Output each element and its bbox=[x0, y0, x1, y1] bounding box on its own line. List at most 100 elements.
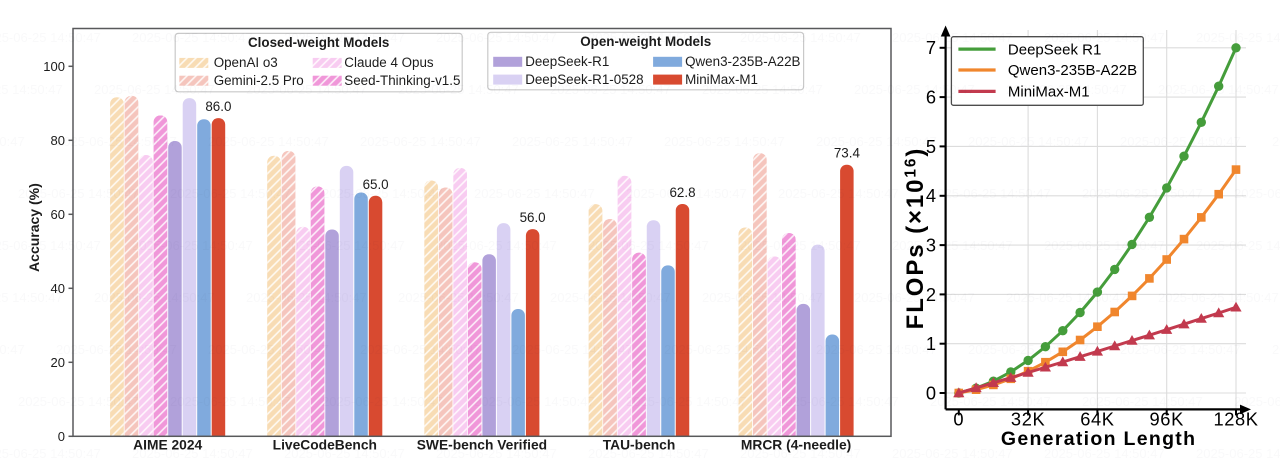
svg-text:2025-06-25 14:50:47: 2025-06-25 14:50:47 bbox=[1044, 446, 1165, 461]
svg-text:2: 2 bbox=[926, 284, 936, 305]
svg-text:SWE-bench Verified: SWE-bench Verified bbox=[417, 438, 547, 453]
svg-text:2025-06-25 14:50:47: 2025-06-25 14:50:47 bbox=[56, 342, 177, 357]
svg-text:Generation Length: Generation Length bbox=[1001, 428, 1196, 450]
svg-text:2025-06-25 14:50:47: 2025-06-25 14:50:47 bbox=[1120, 342, 1241, 357]
svg-text:Seed-Thinking-v1.5: Seed-Thinking-v1.5 bbox=[344, 73, 460, 88]
svg-text:65.0: 65.0 bbox=[363, 177, 389, 192]
svg-text:Open-weight Models: Open-weight Models bbox=[580, 34, 711, 49]
svg-text:128K: 128K bbox=[1213, 409, 1258, 430]
svg-text:7: 7 bbox=[926, 37, 936, 58]
svg-text:2025-06-25 14:50:47: 2025-06-25 14:50:47 bbox=[740, 238, 861, 253]
svg-text:2025-06-25 14:50:47: 2025-06-25 14:50:47 bbox=[208, 134, 329, 149]
svg-text:56.0: 56.0 bbox=[520, 210, 546, 225]
svg-text:Closed-weight Models: Closed-weight Models bbox=[248, 35, 389, 50]
svg-text:2025-06-25 14:50:47: 2025-06-25 14:50:47 bbox=[0, 30, 101, 45]
svg-text:2025-06-25 14:50:47: 2025-06-25 14:50:47 bbox=[1158, 82, 1279, 97]
svg-text:Qwen3-235B-A22B: Qwen3-235B-A22B bbox=[1008, 62, 1137, 79]
svg-text:TAU-bench: TAU-bench bbox=[603, 438, 676, 453]
svg-text:2025-06-25 14:50:47: 2025-06-25 14:50:47 bbox=[930, 186, 1051, 201]
svg-text:2025-06-25 14:50:47: 2025-06-25 14:50:47 bbox=[512, 134, 633, 149]
svg-text:2025-06-25 14:50:47: 2025-06-25 14:50:47 bbox=[1006, 82, 1127, 97]
svg-text:100: 100 bbox=[43, 59, 65, 74]
svg-text:2025-06-25 14:50:47: 2025-06-25 14:50:47 bbox=[360, 342, 481, 357]
svg-text:96K: 96K bbox=[1150, 409, 1184, 430]
svg-text:2025-06-25 14:50:47: 2025-06-25 14:50:47 bbox=[1006, 290, 1127, 305]
svg-text:0: 0 bbox=[58, 429, 65, 444]
svg-text:2025-06-25 14:50:47: 2025-06-25 14:50:47 bbox=[132, 30, 253, 45]
svg-text:DeepSeek-R1-0528: DeepSeek-R1-0528 bbox=[525, 72, 643, 87]
svg-text:0: 0 bbox=[926, 382, 936, 403]
svg-text:2025-06-25 14:50:47: 2025-06-25 14:50:47 bbox=[588, 30, 709, 45]
svg-text:2025-06-25 14:50:47: 2025-06-25 14:50:47 bbox=[398, 82, 519, 97]
svg-text:MiniMax-M1: MiniMax-M1 bbox=[1008, 84, 1090, 101]
svg-text:62.8: 62.8 bbox=[669, 185, 695, 200]
svg-text:2025-06-25 14:50:47: 2025-06-25 14:50:47 bbox=[132, 446, 253, 461]
svg-text:2025-06-25 14:50:47: 2025-06-25 14:50:47 bbox=[1196, 446, 1280, 461]
svg-text:2025-06-25 14:50:47: 2025-06-25 14:50:47 bbox=[1082, 394, 1203, 409]
svg-text:2025-06-25 14:50:47: 2025-06-25 14:50:47 bbox=[1196, 30, 1280, 45]
svg-text:2025-06-25 14:50:47: 2025-06-25 14:50:47 bbox=[1120, 134, 1241, 149]
svg-text:Gemini-2.5 Pro: Gemini-2.5 Pro bbox=[214, 73, 304, 88]
svg-text:2025-06-25 14:50:47: 2025-06-25 14:50:47 bbox=[930, 394, 1051, 409]
svg-text:2025-06-25 14:50:47: 2025-06-25 14:50:47 bbox=[702, 290, 823, 305]
svg-text:OpenAI o3: OpenAI o3 bbox=[214, 55, 278, 70]
svg-text:2025-06-25 14:50:47: 2025-06-25 14:50:47 bbox=[626, 186, 747, 201]
svg-text:2025-06-25 14:50:47: 2025-06-25 14:50:47 bbox=[398, 290, 519, 305]
svg-text:2025-06-25 14:50:47: 2025-06-25 14:50:47 bbox=[0, 290, 63, 305]
svg-text:86.0: 86.0 bbox=[205, 99, 231, 114]
svg-text:2025-06-25 14:50:47: 2025-06-25 14:50:47 bbox=[1082, 186, 1203, 201]
svg-text:2025-06-25 14:50:47: 2025-06-25 14:50:47 bbox=[170, 394, 291, 409]
svg-text:2025-06-25 14:50:47: 2025-06-25 14:50:47 bbox=[664, 342, 785, 357]
svg-text:2025-06-25 14:50:47: 2025-06-25 14:50:47 bbox=[1272, 342, 1280, 357]
svg-text:2025-06-25 14:50:47: 2025-06-25 14:50:47 bbox=[436, 446, 557, 461]
svg-text:2025-06-25 14:50:47: 2025-06-25 14:50:47 bbox=[892, 30, 1013, 45]
svg-text:2025-06-25 14:50:47: 2025-06-25 14:50:47 bbox=[816, 134, 937, 149]
svg-text:LiveCodeBench: LiveCodeBench bbox=[273, 438, 377, 453]
svg-text:2025-06-25 14:50:47: 2025-06-25 14:50:47 bbox=[1272, 134, 1280, 149]
svg-text:2025-06-25 14:50:47: 2025-06-25 14:50:47 bbox=[322, 186, 443, 201]
svg-text:2025-06-25 14:50:47: 2025-06-25 14:50:47 bbox=[360, 134, 481, 149]
svg-text:3: 3 bbox=[926, 235, 936, 256]
svg-text:2025-06-25 14:50:47: 2025-06-25 14:50:47 bbox=[778, 394, 899, 409]
svg-text:2025-06-25 14:50:47: 2025-06-25 14:50:47 bbox=[1158, 290, 1279, 305]
svg-text:40: 40 bbox=[51, 281, 65, 296]
svg-text:2025-06-25 14:50:47: 2025-06-25 14:50:47 bbox=[1234, 394, 1280, 409]
svg-text:Claude 4 Opus: Claude 4 Opus bbox=[344, 55, 434, 70]
svg-text:2025-06-25 14:50:47: 2025-06-25 14:50:47 bbox=[626, 394, 747, 409]
svg-text:2025-06-25 14:50:47: 2025-06-25 14:50:47 bbox=[968, 342, 1089, 357]
svg-text:2025-06-25 14:50:47: 2025-06-25 14:50:47 bbox=[0, 82, 63, 97]
svg-text:6: 6 bbox=[926, 87, 936, 108]
svg-text:2025-06-25 14:50:47: 2025-06-25 14:50:47 bbox=[778, 186, 899, 201]
svg-text:2025-06-25 14:50:47: 2025-06-25 14:50:47 bbox=[0, 446, 101, 461]
svg-text:2025-06-25 14:50:47: 2025-06-25 14:50:47 bbox=[550, 82, 671, 97]
svg-text:2025-06-25 14:50:47: 2025-06-25 14:50:47 bbox=[740, 446, 861, 461]
svg-text:2025-06-25 14:50:47: 2025-06-25 14:50:47 bbox=[436, 238, 557, 253]
svg-text:2025-06-25 14:50:47: 2025-06-25 14:50:47 bbox=[588, 238, 709, 253]
svg-text:4: 4 bbox=[926, 185, 936, 206]
svg-text:2025-06-25 14:50:47: 2025-06-25 14:50:47 bbox=[702, 82, 823, 97]
svg-text:2025-06-25 14:50:47: 2025-06-25 14:50:47 bbox=[0, 238, 101, 253]
svg-text:2025-06-25 14:50:47: 2025-06-25 14:50:47 bbox=[892, 446, 1013, 461]
svg-text:2025-06-25 14:50:47: 2025-06-25 14:50:47 bbox=[474, 394, 595, 409]
svg-text:2025-06-25 14:50:47: 2025-06-25 14:50:47 bbox=[1196, 238, 1280, 253]
svg-text:2025-06-25 14:50:47: 2025-06-25 14:50:47 bbox=[170, 186, 291, 201]
svg-text:2025-06-25 14:50:47: 2025-06-25 14:50:47 bbox=[322, 394, 443, 409]
svg-text:2025-06-25 14:50:47: 2025-06-25 14:50:47 bbox=[208, 342, 329, 357]
svg-text:2025-06-25 14:50:47: 2025-06-25 14:50:47 bbox=[0, 134, 25, 149]
svg-text:2025-06-25 14:50:47: 2025-06-25 14:50:47 bbox=[284, 238, 405, 253]
svg-text:DeepSeek-R1: DeepSeek-R1 bbox=[525, 54, 609, 69]
svg-text:5: 5 bbox=[926, 136, 936, 157]
svg-text:2025-06-25 14:50:47: 2025-06-25 14:50:47 bbox=[284, 30, 405, 45]
svg-text:1: 1 bbox=[926, 333, 936, 354]
svg-text:2025-06-25 14:50:47: 2025-06-25 14:50:47 bbox=[968, 134, 1089, 149]
svg-text:2025-06-25 14:50:47: 2025-06-25 14:50:47 bbox=[588, 446, 709, 461]
svg-text:60: 60 bbox=[51, 207, 65, 222]
svg-text:2025-06-25 14:50:47: 2025-06-25 14:50:47 bbox=[94, 290, 215, 305]
svg-text:2025-06-25 14:50:47: 2025-06-25 14:50:47 bbox=[18, 394, 139, 409]
svg-text:Qwen3-235B-A22B: Qwen3-235B-A22B bbox=[685, 54, 800, 69]
svg-text:DeepSeek R1: DeepSeek R1 bbox=[1008, 41, 1101, 58]
svg-text:2025-06-25 14:50:47: 2025-06-25 14:50:47 bbox=[284, 446, 405, 461]
svg-text:80: 80 bbox=[51, 133, 65, 148]
svg-text:MRCR (4-needle): MRCR (4-needle) bbox=[741, 438, 851, 453]
svg-text:2025-06-25 14:50:47: 2025-06-25 14:50:47 bbox=[664, 134, 785, 149]
